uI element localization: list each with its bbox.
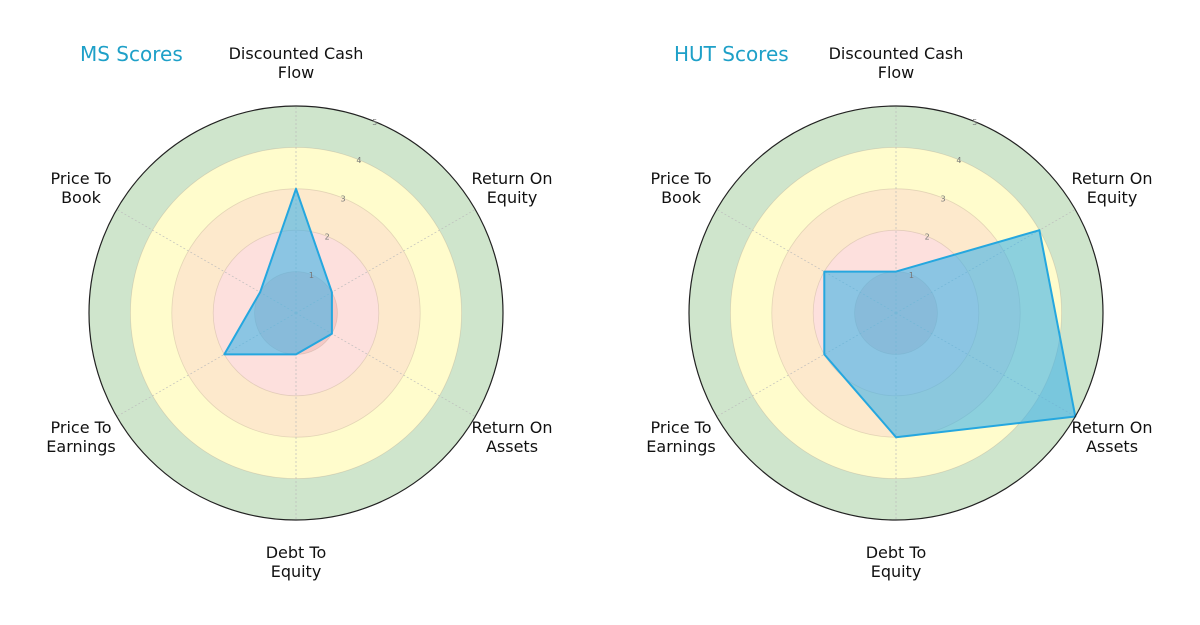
- outer-ring: [88, 105, 504, 521]
- radar-chart-svg: 1 2 3 4 5: [88, 105, 504, 521]
- axis-spoke: [895, 209, 1076, 314]
- radial-tick-label: 5: [372, 118, 377, 127]
- axis-spoke: [295, 312, 476, 417]
- axis-label: Discounted Cash Flow: [228, 44, 364, 82]
- axis-label: Return On Equity: [471, 169, 553, 207]
- radar-chart-svg: 1 2 3 4 5: [688, 105, 1104, 521]
- axis-spoke: [716, 312, 897, 417]
- radial-tick-label: 1: [909, 271, 914, 280]
- axis-spoke: [716, 209, 897, 314]
- outer-ring: [688, 105, 1104, 521]
- hut-scores-radar-panel: HUT Scores 1 2 3 4 5 Discounted Cash Flow Ret…: [600, 0, 1200, 625]
- score-polygon: [223, 187, 333, 356]
- axis-label: Return On Assets: [471, 418, 553, 456]
- axis-label: Price To Earnings: [646, 418, 716, 456]
- axis-spoke: [295, 209, 476, 314]
- radial-tick-label: 5: [972, 118, 977, 127]
- radial-tick-label: 4: [956, 156, 961, 165]
- axis-label: Return On Equity: [1071, 169, 1153, 207]
- chart-title: MS Scores: [80, 42, 183, 66]
- axis-label: Price To Book: [650, 169, 712, 207]
- radial-tick-label: 2: [325, 233, 330, 242]
- ms-scores-radar-panel: MS Scores 1 2 3 4 5 Discounted Cash Flow Retu…: [46, 42, 553, 581]
- axis-spoke: [116, 312, 297, 417]
- axis-label: Debt To Equity: [265, 543, 327, 581]
- score-polygon: [823, 229, 1077, 439]
- radial-tick-label: 1: [309, 271, 314, 280]
- chart-title: HUT Scores: [674, 42, 789, 66]
- axis-label: Debt To Equity: [865, 543, 927, 581]
- radial-tick-label: 2: [925, 233, 930, 242]
- axis-spoke: [116, 209, 297, 314]
- radial-tick-label: 3: [341, 194, 346, 203]
- axis-label: Return On Assets: [1071, 418, 1153, 456]
- radial-tick-label: 3: [941, 194, 946, 203]
- radial-tick-label: 4: [356, 156, 361, 165]
- axis-label: Price To Book: [50, 169, 112, 207]
- axis-label: Price To Earnings: [46, 418, 116, 456]
- axis-label: Discounted Cash Flow: [828, 44, 964, 82]
